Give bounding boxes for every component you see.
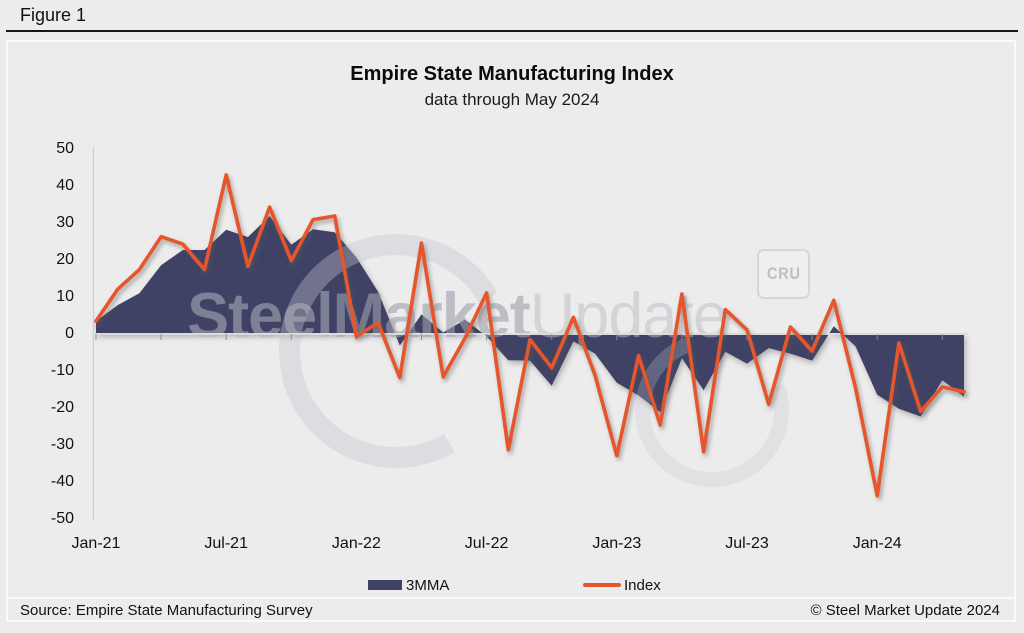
watermark-update: Update (529, 281, 728, 351)
legend-item-index: Index (583, 575, 661, 595)
chart-subtitle: data through May 2024 (424, 90, 600, 109)
legend-item-3mma: 3MMA (368, 575, 449, 595)
x-axis-label: Jul-22 (464, 535, 509, 552)
figure-divider (6, 30, 1018, 32)
y-axis-label: 0 (65, 325, 74, 342)
legend-swatch-3mma-icon (368, 580, 402, 590)
y-axis-label: -10 (50, 362, 74, 379)
x-axis-label: Jul-21 (204, 535, 248, 552)
y-axis-label: -40 (50, 473, 74, 490)
figure-label: Figure 1 (20, 5, 87, 25)
watermark: SteelMarketUpdate (0, 284, 969, 348)
chart-title: Empire State Manufacturing Index (350, 63, 674, 85)
legend: 3MMA Index (0, 575, 1024, 595)
legend-label-3mma: 3MMA (406, 576, 450, 594)
copyright-text: © Steel Market Update 2024 (810, 602, 1001, 619)
x-axis-label: Jan-24 (852, 535, 902, 552)
cru-watermark-badge: CRU (757, 249, 810, 299)
cru-watermark-text: CRU (766, 264, 801, 283)
y-axis-label: 40 (56, 177, 74, 194)
y-axis-label: -20 (50, 399, 74, 416)
x-axis-label: Jan-23 (592, 535, 642, 552)
x-axis-label: Jan-22 (331, 535, 381, 552)
y-axis-label: -30 (50, 436, 74, 453)
y-axis-label: 50 (56, 140, 74, 157)
x-axis-label: Jul-23 (725, 535, 769, 552)
legend-label-index: Index (624, 576, 661, 594)
y-axis-label: 10 (56, 288, 74, 305)
y-axis-label: -50 (50, 510, 74, 527)
source-text: Source: Empire State Manufacturing Surve… (20, 602, 313, 619)
y-axis-label: 20 (56, 251, 74, 268)
watermark-market: Market (332, 281, 531, 351)
y-axis-label: 30 (56, 214, 74, 231)
watermark-steel: Steel (187, 281, 334, 351)
footer: Source: Empire State Manufacturing Surve… (8, 597, 1014, 622)
x-axis-label: Jan-21 (71, 535, 121, 552)
legend-swatch-index-icon (583, 583, 621, 587)
